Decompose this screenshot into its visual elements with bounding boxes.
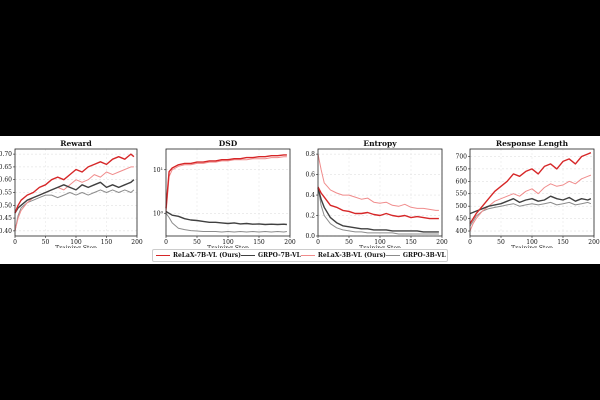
series-line-1 — [165, 154, 287, 209]
legend-swatch-grpo-3b — [385, 255, 400, 256]
x-tick-label: 0 — [468, 239, 472, 246]
y-tick-label: 0.8 — [305, 151, 315, 158]
x-tick-label: 200 — [284, 239, 296, 246]
x-tick-label: 50 — [42, 239, 50, 246]
chart-panel-4: 400 450 500 550 600 650 700 0 50 100 150 200 Respons… — [456, 139, 600, 248]
x-tick-label: 100 — [70, 239, 82, 246]
legend: ReLaX-7B-VL (Ours) GRPO-7B-VL ReLaX-3B-V… — [152, 249, 448, 262]
series-line-2 — [14, 179, 135, 214]
y-tick-label: 650 — [456, 166, 468, 173]
figure: 0.40 0.45 0.50 0.55 0.60 0.65 0.70 0 50 100 150 200… — [0, 136, 600, 264]
x-tick-label: 200 — [131, 239, 143, 246]
x-tick-label: 150 — [253, 239, 265, 246]
x-axis-label: Training Step — [55, 245, 97, 248]
series-line-3 — [165, 156, 287, 214]
chart-title: Entropy — [363, 139, 397, 148]
series-line-1 — [14, 153, 135, 214]
y-tick-label: 0.0 — [305, 233, 315, 240]
x-tick-label: 0 — [316, 239, 320, 246]
chart-title: DSD — [219, 139, 238, 148]
x-tick-label: 150 — [557, 239, 569, 246]
y-tick-label: 700 — [456, 153, 468, 160]
series-line-4 — [165, 213, 287, 233]
y-tick-label: 0.6 — [305, 172, 315, 179]
legend-swatch-grpo-7b — [241, 255, 256, 256]
y-tick-label: 0.55 — [0, 190, 12, 197]
legend-item-relax-7b: ReLaX-7B-VL (Ours) — [156, 252, 241, 259]
chart-panel-1: 0.40 0.45 0.50 0.55 0.60 0.65 0.70 0 50 100 150 200… — [0, 139, 143, 248]
series-line-4 — [14, 189, 135, 231]
x-tick-label: 0 — [164, 239, 168, 246]
y-tick-label: 600 — [456, 178, 468, 185]
y-tick-label: 400 — [456, 228, 468, 235]
chart-title: Response Length — [496, 139, 569, 148]
series-line-2 — [317, 187, 439, 233]
x-axis-label: Training Step — [511, 245, 553, 248]
x-axis-label: Training Step — [359, 245, 401, 248]
legend-label: GRPO-7B-VL — [258, 252, 301, 259]
y-tick-label: 450 — [456, 216, 468, 223]
legend-label: ReLaX-7B-VL (Ours) — [173, 252, 242, 259]
x-tick-label: 150 — [101, 239, 113, 246]
x-tick-label: 100 — [526, 239, 538, 246]
y-tick-label: 0.2 — [305, 213, 315, 220]
charts-area: 0.400.450.500.550.600.650.700 50 100 150 200… — [0, 139, 600, 248]
legend-item-grpo-3b: GRPO-3B-VL — [385, 252, 446, 259]
series-line-1 — [469, 152, 592, 224]
x-tick-label: 50 — [193, 239, 201, 246]
series-line-3 — [469, 174, 592, 232]
y-tick-label: 550 — [456, 191, 468, 198]
series-line-4 — [469, 201, 592, 227]
y-tick-label: 0.4 — [305, 192, 315, 199]
chart-title: Reward — [60, 139, 92, 148]
legend-label: GRPO-3B-VL — [402, 252, 446, 259]
x-tick-label: 200 — [588, 239, 600, 246]
x-tick-label: 150 — [405, 239, 417, 246]
y-tick-label: 10¹ — [153, 167, 163, 174]
legend-item-grpo-7b: GRPO-7B-VL — [241, 252, 301, 259]
y-tick-label: 0.60 — [0, 177, 12, 184]
series-line-2 — [469, 195, 592, 215]
legend-label: ReLaX-3B-VL (Ours) — [317, 252, 386, 259]
x-axis-label: Training Step — [207, 245, 249, 248]
x-tick-label: 100 — [374, 239, 386, 246]
x-tick-label: 0 — [13, 239, 17, 246]
legend-item-relax-3b: ReLaX-3B-VL (Ours) — [300, 252, 386, 259]
series-line-3 — [14, 166, 134, 232]
legend-swatch-relax-7b — [156, 255, 170, 256]
x-tick-label: 50 — [345, 239, 353, 246]
y-tick-label: 0.40 — [0, 228, 12, 235]
series-line-4 — [317, 186, 439, 235]
chart-panel-2: 10⁰ 10¹ 0 50 100 150 200 DSD Training Step — [153, 139, 296, 248]
y-tick-label: 0.65 — [0, 164, 12, 171]
y-tick-label: 0.50 — [0, 202, 12, 209]
series-line-2 — [165, 210, 287, 226]
series-line-1 — [317, 186, 439, 220]
series-line-3 — [317, 154, 439, 211]
legend-swatch-relax-3b — [300, 255, 315, 256]
y-tick-label: 10⁰ — [153, 210, 164, 217]
chart-panel-3: 0.0 0.2 0.4 0.6 0.8 0 50 100 150 200 Entropy Traini… — [305, 139, 447, 248]
y-tick-label: 0.70 — [0, 151, 12, 158]
x-tick-label: 200 — [436, 239, 448, 246]
x-tick-label: 100 — [222, 239, 234, 246]
y-tick-label: 500 — [456, 203, 468, 210]
y-tick-label: 0.45 — [0, 215, 12, 222]
x-tick-label: 50 — [497, 239, 505, 246]
